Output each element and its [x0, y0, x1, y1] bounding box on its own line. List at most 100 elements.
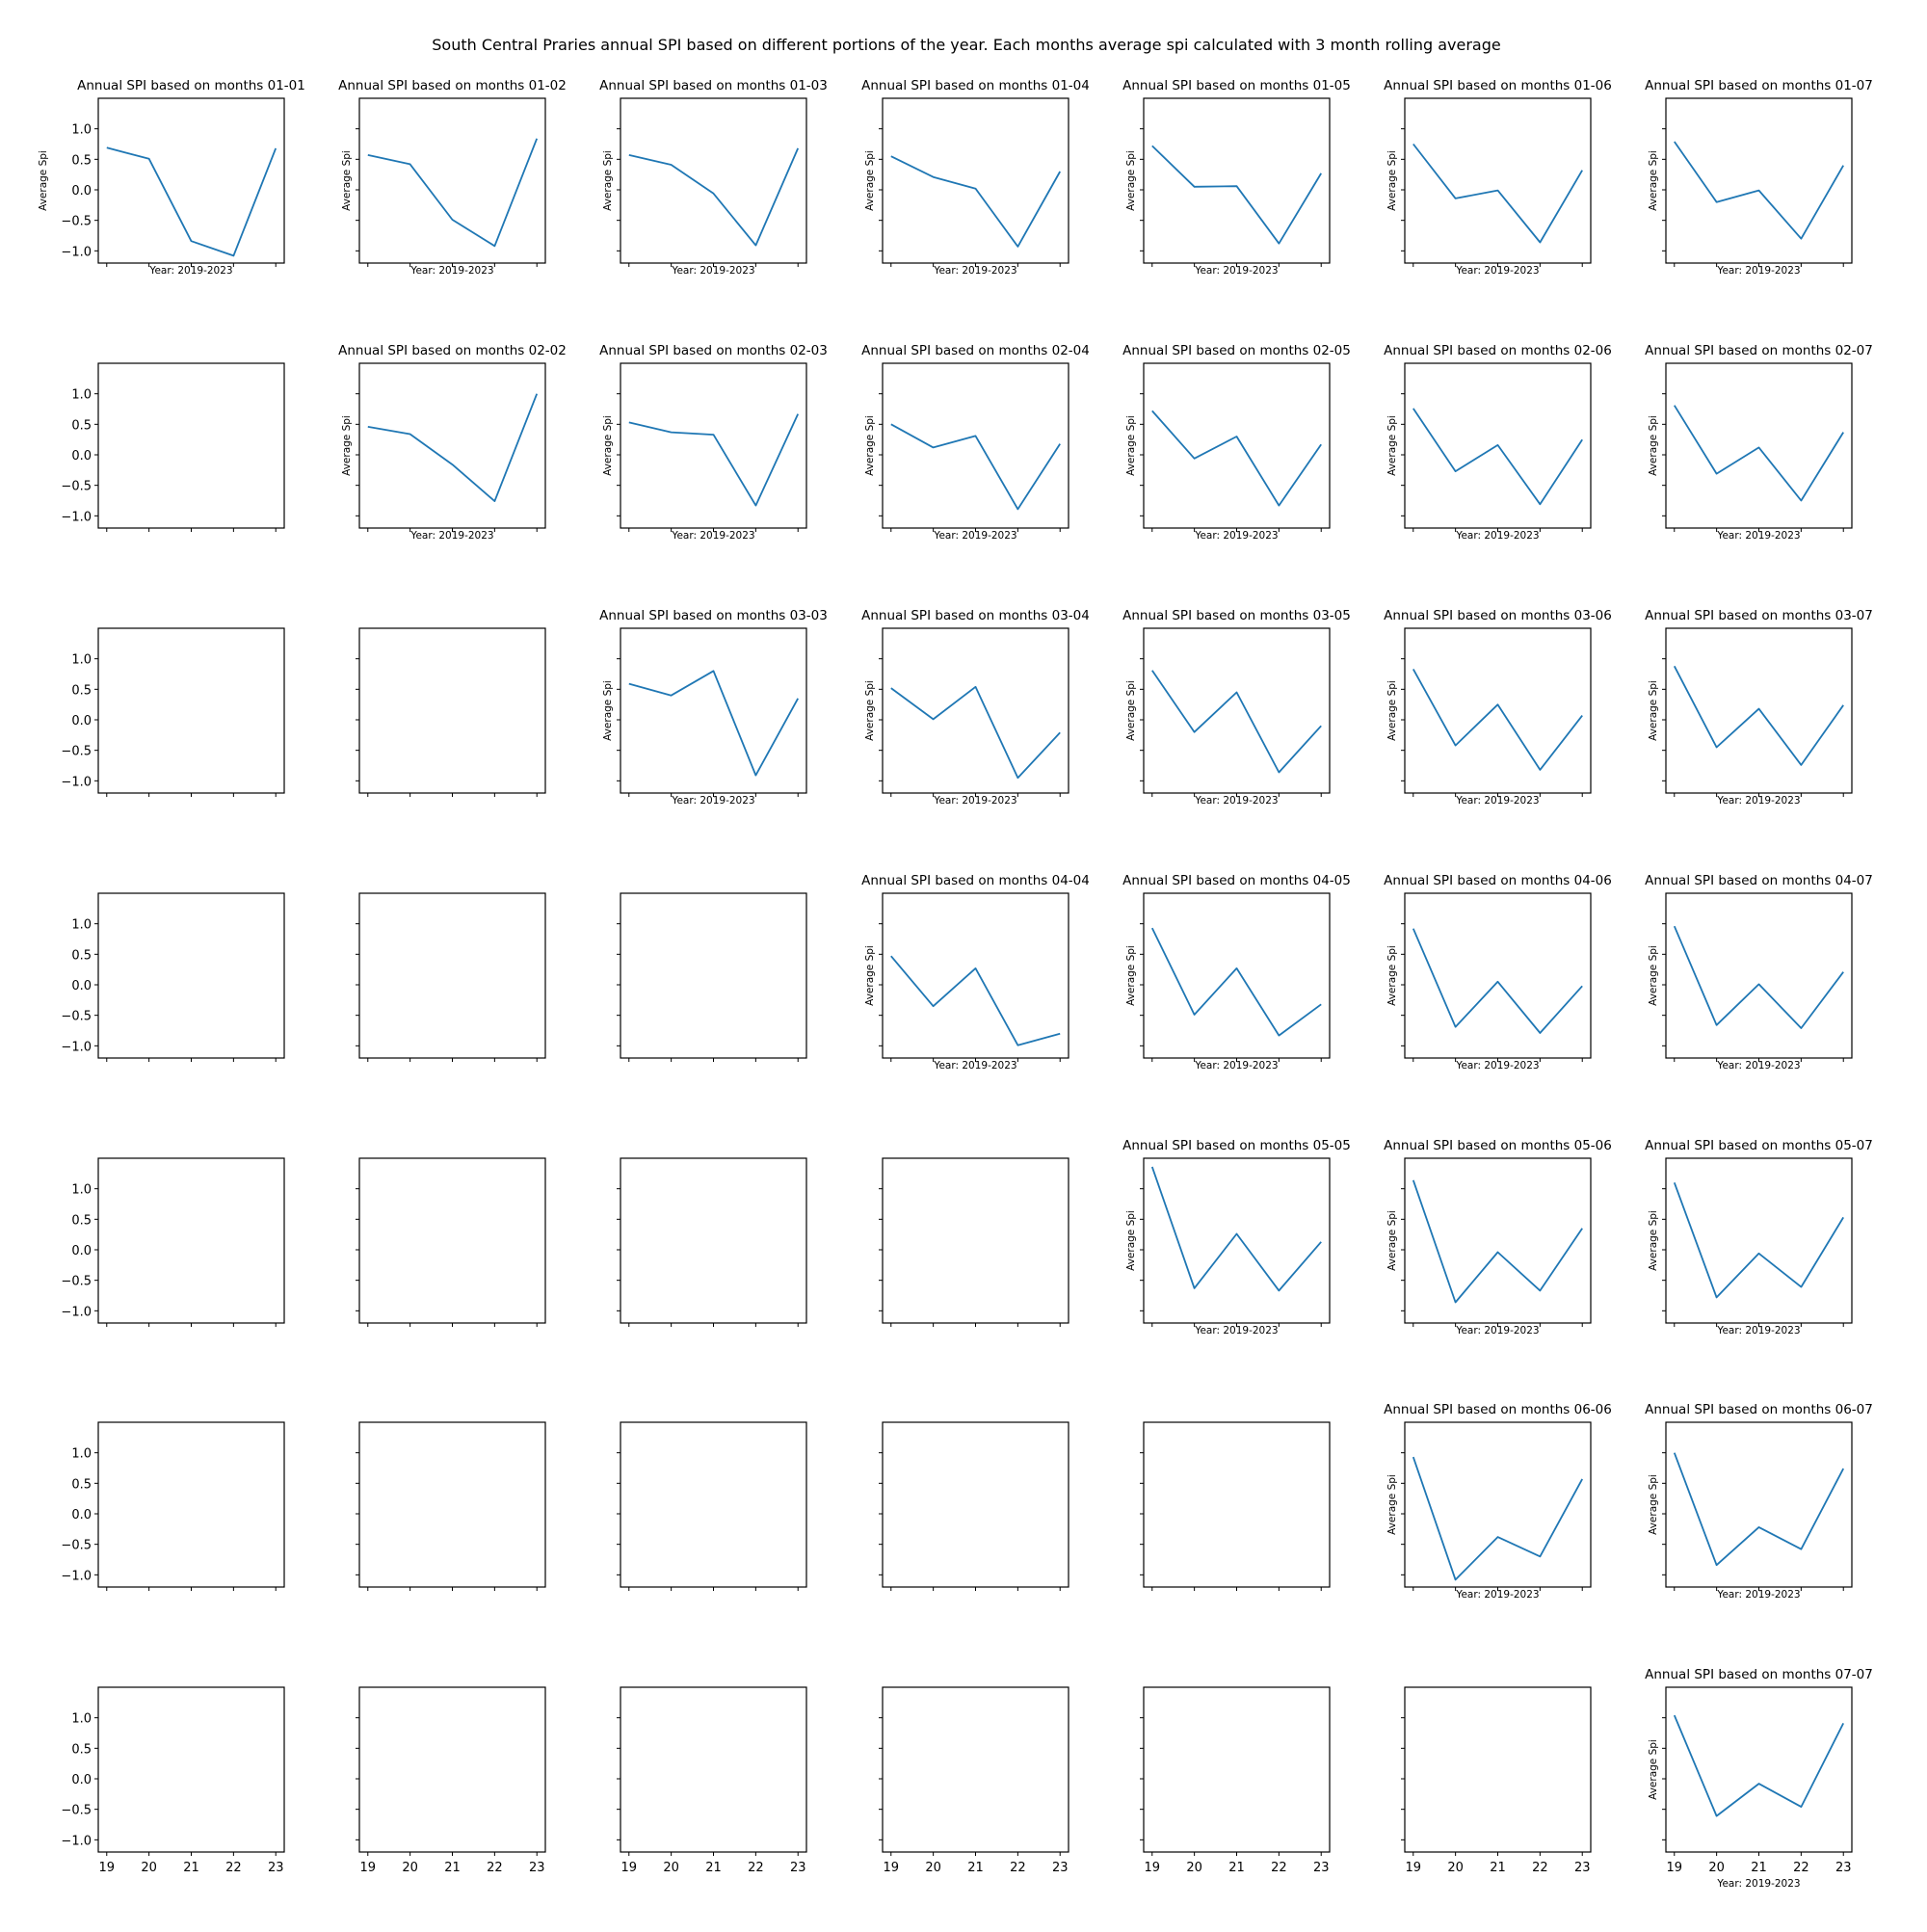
y-axis-label: Average Spi — [1386, 415, 1398, 476]
x-axis-label: Year: 2019-2023 — [1716, 1325, 1800, 1337]
series-line — [890, 685, 1061, 780]
x-tick-label: 19 — [620, 1861, 637, 1875]
x-axis-label: Year: 2019-2023 — [409, 265, 493, 277]
y-tick-label: 0.0 — [71, 1773, 92, 1787]
y-tick-label: 1.0 — [71, 123, 92, 138]
x-tick-label: 23 — [1052, 1861, 1069, 1875]
y-axis-label: Average Spi — [1648, 1474, 1659, 1535]
axes-frame — [620, 892, 807, 1059]
y-axis-label: Average Spi — [1648, 1739, 1659, 1800]
figure-title: South Central Praries annual SPI based o… — [432, 36, 1500, 54]
y-axis-label: Average Spi — [1386, 1210, 1398, 1271]
subplot-title: Annual SPI based on months 01-05 — [1122, 78, 1351, 93]
subplot-1-6: Annual SPI based on months 02-07 Year: 20… — [1645, 343, 1873, 542]
axes-frame — [97, 97, 285, 264]
y-tick-label: 1.0 — [71, 1183, 92, 1198]
axes-frame — [1143, 362, 1331, 529]
y-axis-label: Average Spi — [1125, 150, 1137, 211]
y-axis-label: Average Spi — [1386, 150, 1398, 211]
empty-subplot-6-5: 19 20 21 22 23 — [1401, 1686, 1592, 1875]
x-axis-label: Year: 2019-2023 — [148, 265, 232, 277]
y-tick-label: −0.5 — [61, 1010, 92, 1024]
subplot-title: Annual SPI based on months 06-06 — [1384, 1402, 1612, 1417]
subplot-title: Annual SPI based on months 04-07 — [1645, 873, 1873, 888]
y-tick-label: 1.0 — [71, 653, 92, 668]
x-axis-label: Year: 2019-2023 — [1455, 1060, 1539, 1072]
series-line — [1674, 665, 1844, 766]
subplot-2-2: Annual SPI based on months 03-03 Year: 20… — [599, 608, 828, 807]
y-axis-label: Average Spi — [1648, 415, 1659, 476]
axes-frame — [358, 97, 546, 264]
subplot-title: Annual SPI based on months 01-06 — [1384, 78, 1612, 93]
subplot-3-3: Annual SPI based on months 04-04 Year: 20… — [861, 873, 1090, 1072]
x-axis-label: Year: 2019-2023 — [1716, 265, 1800, 277]
subplot-title: Annual SPI based on months 02-05 — [1122, 343, 1351, 358]
y-tick-label: −1.0 — [61, 245, 92, 259]
subplot-1-2: Annual SPI based on months 02-03 Year: 20… — [599, 343, 828, 542]
y-tick-label: −1.0 — [61, 510, 92, 524]
y-axis-label: Average Spi — [864, 415, 876, 476]
y-axis-label: Average Spi — [864, 680, 876, 741]
axes-frame — [1665, 97, 1853, 264]
empty-subplot-5-1 — [356, 1421, 546, 1591]
x-axis-label: Year: 2019-2023 — [1194, 795, 1278, 807]
x-tick-label: 19 — [1144, 1861, 1160, 1875]
empty-subplot-2-0: 1.0 0.5 0.0 −0.5 −1.0 — [61, 627, 285, 797]
y-axis-label: Average Spi — [602, 150, 614, 211]
series-line — [628, 147, 800, 247]
axes-frame — [1143, 892, 1331, 1059]
x-tick-label: 20 — [1186, 1861, 1202, 1875]
subplot-title: Annual SPI based on months 01-01 — [77, 78, 305, 93]
subplot-title: Annual SPI based on months 01-02 — [338, 78, 567, 93]
series-line — [1412, 1179, 1583, 1304]
subplot-title: Annual SPI based on months 03-04 — [861, 608, 1090, 623]
y-axis-label: Average Spi — [38, 150, 49, 211]
empty-subplot-5-3 — [879, 1421, 1069, 1591]
series-line — [890, 155, 1061, 248]
x-tick-label: 22 — [1532, 1861, 1548, 1875]
y-axis-label: Average Spi — [341, 150, 353, 211]
series-line — [890, 423, 1061, 511]
axes-frame — [1404, 1421, 1592, 1588]
empty-subplot-5-2 — [617, 1421, 807, 1591]
x-axis-label: Year: 2019-2023 — [671, 795, 754, 807]
y-axis-label: Average Spi — [1648, 680, 1659, 741]
subplot-grid: 1.0 0.5 0.0 −0.5 −1.0 Annual SPI based on mon… — [38, 78, 1873, 1890]
empty-subplot-3-1 — [356, 892, 546, 1062]
empty-subplot-4-1 — [356, 1157, 546, 1327]
y-tick-label: −0.5 — [61, 1539, 92, 1553]
x-axis-label: Year: 2019-2023 — [1455, 1325, 1539, 1337]
axes-frame — [358, 627, 546, 794]
y-tick-label: 0.5 — [71, 1213, 92, 1228]
empty-subplot-6-1: 19 20 21 22 23 — [356, 1686, 546, 1875]
y-tick-label: 0.5 — [71, 153, 92, 168]
x-tick-label: 23 — [790, 1861, 806, 1875]
subplot-title: Annual SPI based on months 02-07 — [1645, 343, 1873, 358]
x-tick-label: 20 — [1447, 1861, 1464, 1875]
subplot-3-5: Annual SPI based on months 04-06 Year: 20… — [1384, 873, 1612, 1072]
empty-subplot-5-4 — [1140, 1421, 1331, 1591]
x-axis-label: Year: 2019-2023 — [1194, 265, 1278, 277]
subplot-5-5: Annual SPI based on months 06-06 Year: 20… — [1384, 1402, 1612, 1601]
subplot-2-4: Annual SPI based on months 03-05 Year: 20… — [1122, 608, 1351, 807]
empty-subplot-5-0: 1.0 0.5 0.0 −0.5 −1.0 — [61, 1421, 285, 1591]
x-axis-label: Year: 2019-2023 — [1194, 1325, 1278, 1337]
subplot-4-6: Annual SPI based on months 05-07 Year: 20… — [1645, 1138, 1873, 1337]
y-tick-label: 0.5 — [71, 1742, 92, 1757]
x-axis-label: Year: 2019-2023 — [1716, 1060, 1800, 1072]
x-tick-label: 20 — [402, 1861, 418, 1875]
x-tick-label: 20 — [925, 1861, 941, 1875]
subplot-3-6: Annual SPI based on months 04-07 Year: 20… — [1645, 873, 1873, 1072]
series-line — [1151, 145, 1322, 245]
y-axis-label: Average Spi — [1648, 945, 1659, 1006]
subplot-0-0: 1.0 0.5 0.0 −0.5 −1.0 Annual SPI based on mon… — [38, 78, 305, 277]
y-axis-label: Average Spi — [1125, 1210, 1137, 1271]
y-axis-label: Average Spi — [864, 945, 876, 1006]
subplot-title: Annual SPI based on months 05-05 — [1122, 1138, 1351, 1153]
x-tick-label: 21 — [1490, 1861, 1506, 1875]
axes-frame — [97, 1157, 285, 1324]
y-tick-label: 0.5 — [71, 683, 92, 698]
subplot-0-6: Annual SPI based on months 01-07 Year: 20… — [1645, 78, 1873, 277]
x-tick-label: 19 — [359, 1861, 376, 1875]
axes-frame — [1404, 1686, 1592, 1853]
